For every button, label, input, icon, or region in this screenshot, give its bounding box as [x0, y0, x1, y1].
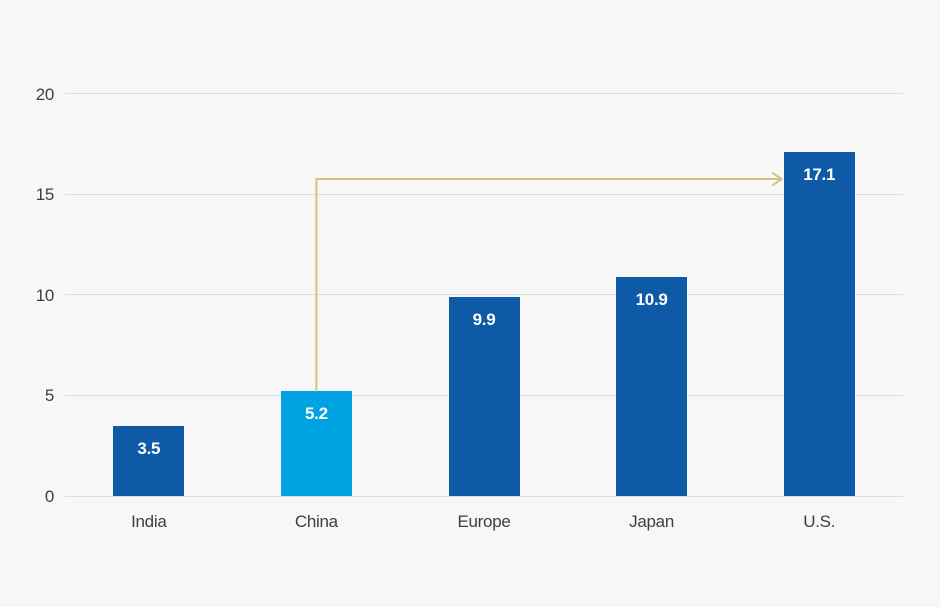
x-category-label: China	[294, 512, 338, 531]
bar-europe: 9.9	[448, 296, 520, 496]
arrow-line	[315, 178, 780, 392]
y-tick-label: 15	[35, 185, 55, 205]
x-category-label: India	[131, 512, 167, 531]
bar-india: 3.5	[113, 425, 185, 496]
bar-value-label: 9.9	[472, 309, 496, 329]
x-category-label: Japan	[629, 512, 674, 531]
gridline-y20	[65, 93, 903, 94]
arrow-head	[771, 172, 783, 187]
gridline-y10	[65, 294, 903, 296]
gridline-y15	[65, 193, 903, 195]
y-tick-label: 5	[44, 386, 54, 406]
bar-japan: 10.9	[616, 276, 688, 496]
bar-value-label: 17.1	[803, 164, 836, 184]
bar-us: 17.1	[783, 151, 855, 496]
bar-value-label: 10.9	[635, 289, 668, 309]
y-tick-label: 10	[35, 285, 55, 305]
bar-value-label: 3.5	[137, 438, 161, 458]
x-category-label: Europe	[457, 512, 511, 531]
gridline-y0	[65, 495, 903, 497]
bar-china: 5.2	[280, 391, 352, 496]
y-tick-label: 20	[35, 84, 55, 104]
bar-value-label: 5.2	[305, 404, 328, 424]
y-tick-label: 0	[44, 487, 54, 506]
x-category-label: U.S.	[803, 512, 836, 531]
